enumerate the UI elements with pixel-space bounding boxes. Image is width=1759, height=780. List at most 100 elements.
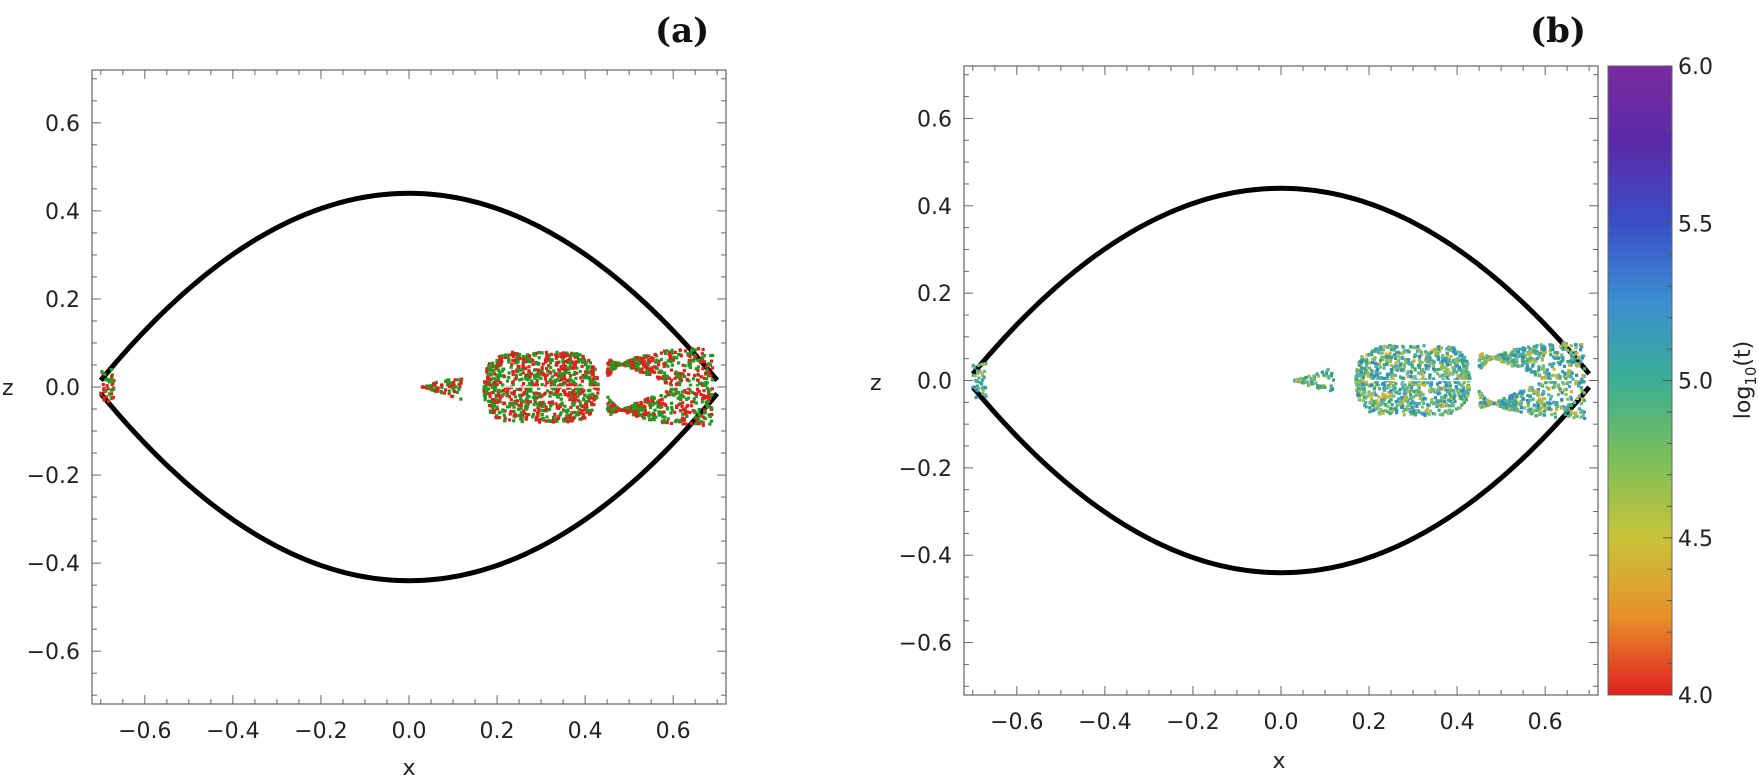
scatter-point — [682, 407, 686, 411]
scatter-point — [1553, 351, 1557, 355]
scatter-point — [641, 404, 646, 408]
scatter-point — [666, 393, 670, 397]
scatter-point — [658, 398, 662, 402]
scatter-point — [1514, 357, 1518, 362]
scatter-point — [457, 387, 461, 391]
scatter-point — [516, 365, 520, 369]
scatter-point — [1577, 384, 1581, 388]
scatter-point — [1528, 411, 1532, 415]
scatter-point — [1485, 398, 1489, 402]
scatter-point — [1543, 370, 1547, 374]
scatter-point — [507, 395, 511, 399]
scatter-point — [550, 400, 555, 404]
scatter-point — [575, 366, 579, 370]
scatter-point — [1422, 381, 1426, 385]
scatter-point — [549, 404, 553, 408]
scatter-point — [1533, 390, 1537, 394]
colorbar-label: log10(t) — [1731, 341, 1759, 419]
scatter-point — [555, 363, 559, 367]
panel-b: −0.6 −0.4 −0.2 0.0 0.2 0.4 0.60.60.40.20.0−0.2… — [870, 11, 1599, 774]
scatter-point — [1390, 392, 1394, 396]
axis-ticks-a: −0.6 −0.4 −0.2 0.0 0.2 0.4 0.60.60.40.20.0−0.2… — [27, 70, 726, 744]
scatter-point — [1575, 396, 1579, 400]
scatter-point — [584, 360, 588, 364]
scatter-point — [1466, 362, 1470, 366]
scatter-point — [690, 349, 694, 353]
scatter-point — [1374, 402, 1378, 406]
scatter-point — [528, 400, 532, 404]
scatter-point — [527, 369, 531, 373]
scatter-point — [1379, 345, 1383, 349]
scatter-point — [535, 391, 539, 395]
scatter-point — [1443, 359, 1447, 363]
scatter-point — [1477, 390, 1481, 394]
scatter-point — [662, 362, 666, 366]
scatter-point — [694, 394, 698, 398]
scatter-point — [576, 399, 580, 403]
scatter-point — [1457, 365, 1461, 370]
scatter-point — [1432, 364, 1436, 368]
scatter-point — [559, 365, 563, 369]
scatter-point — [501, 392, 505, 397]
scatter-point — [1394, 351, 1399, 355]
scatter-point — [102, 398, 106, 402]
scatter-point — [1358, 389, 1362, 393]
scatter-point — [498, 371, 502, 375]
scatter-point — [692, 359, 696, 363]
scatter-point — [514, 358, 518, 362]
scatter-point — [1552, 362, 1556, 366]
scatter-point — [538, 400, 542, 405]
scatter-point — [1391, 388, 1395, 392]
scatter-point — [511, 359, 515, 363]
scatter-point — [1409, 392, 1413, 397]
scatter-point — [507, 375, 511, 380]
scatter-point — [1361, 378, 1365, 382]
scatter-point — [487, 368, 491, 372]
scatter-point — [1398, 363, 1402, 367]
scatter-point — [564, 367, 568, 372]
scatter-point — [647, 354, 651, 358]
scatter-point — [1417, 388, 1421, 392]
scatter-point — [509, 353, 513, 357]
scatter-point — [1579, 359, 1583, 363]
scatter-point — [1375, 370, 1379, 374]
scatter-point — [498, 400, 502, 404]
scatter-point — [694, 422, 698, 426]
scatter-point — [110, 382, 114, 387]
scatter-point — [1547, 403, 1551, 407]
scatter-point — [1418, 396, 1422, 400]
scatter-point — [708, 422, 712, 426]
scatter-point — [1577, 394, 1581, 398]
scatter-point — [1425, 364, 1429, 368]
scatter-point — [1526, 401, 1530, 405]
scatter-point — [488, 383, 492, 387]
scatter-point — [1448, 370, 1452, 375]
scatter-point — [544, 360, 548, 364]
scatter-point — [502, 409, 506, 413]
scatter-point — [1540, 398, 1544, 402]
scatter-point — [110, 396, 114, 401]
scatter-point — [1330, 371, 1334, 376]
scatter-point — [563, 381, 567, 385]
scatter-point — [1513, 399, 1517, 403]
scatter-point — [1456, 381, 1461, 385]
scatter-point — [1418, 357, 1422, 361]
scatter-point — [515, 355, 520, 359]
scatter-point — [550, 352, 554, 356]
scatter-point — [1568, 380, 1572, 384]
scatter-point — [583, 363, 587, 367]
scatter-point — [582, 376, 586, 380]
scatter-point — [596, 391, 600, 395]
scatter-point — [1518, 347, 1522, 351]
scatter-point — [511, 350, 515, 354]
scatter-point — [591, 379, 595, 383]
scatter-point — [1430, 379, 1434, 383]
scatter-point — [515, 387, 519, 391]
scatter-point — [513, 395, 517, 399]
scatter-point — [660, 397, 664, 401]
scatter-point — [498, 358, 502, 362]
scatter-point — [1459, 368, 1463, 372]
scatter-point — [1372, 374, 1376, 379]
scatter-point — [1582, 367, 1587, 371]
scatter-point — [592, 396, 596, 400]
